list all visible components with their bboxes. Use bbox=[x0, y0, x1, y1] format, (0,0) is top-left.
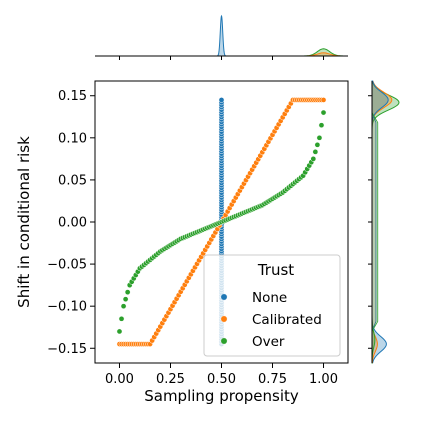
y-tick-label: −0.05 bbox=[47, 258, 87, 273]
point-none bbox=[218, 97, 225, 103]
x-tick-label: 0.75 bbox=[258, 372, 287, 387]
marginal-y-density bbox=[371, 80, 400, 364]
y-axis-ticks: −0.15 −0.10 −0.05 0.00 0.05 0.10 0.15 bbox=[47, 89, 95, 357]
y-tick-label: 0.05 bbox=[58, 173, 87, 188]
y-tick-label: −0.10 bbox=[47, 300, 87, 315]
legend-label-none: None bbox=[252, 290, 287, 306]
point-over bbox=[312, 149, 319, 155]
point-over bbox=[316, 134, 323, 141]
x-tick-label: 0.25 bbox=[156, 372, 185, 387]
point-over bbox=[116, 328, 123, 335]
x-tick-label: 0.00 bbox=[105, 372, 134, 387]
point-over bbox=[320, 109, 327, 116]
legend-title: Trust bbox=[257, 261, 294, 279]
point-over bbox=[314, 141, 321, 148]
point-over bbox=[120, 303, 127, 310]
y-tick-label: 0.10 bbox=[58, 131, 87, 146]
x-axis-ticks: 0.00 0.25 0.50 0.75 1.00 bbox=[105, 363, 338, 387]
marginal-x-ticks bbox=[118, 56, 325, 60]
point-calibrated bbox=[320, 97, 327, 103]
legend-box bbox=[203, 254, 341, 357]
point-over bbox=[118, 315, 125, 322]
x-tick-label: 0.50 bbox=[207, 372, 236, 387]
marginal-y-kde-body-over bbox=[371, 111, 379, 333]
legend-label-calibrated: Calibrated bbox=[252, 312, 322, 328]
y-tick-label: 0.15 bbox=[58, 89, 87, 104]
x-axis-label: Sampling propensity bbox=[144, 387, 299, 405]
point-over bbox=[124, 289, 131, 295]
legend-marker-over bbox=[220, 337, 228, 345]
point-over bbox=[310, 156, 317, 162]
marginal-x-kde-none bbox=[216, 14, 227, 57]
point-over bbox=[318, 122, 325, 129]
legend-label-over: Over bbox=[252, 334, 285, 350]
legend: Trust None Calibrated Over bbox=[203, 254, 341, 357]
marginal-y-ticks bbox=[368, 95, 372, 349]
legend-marker-calibrated bbox=[220, 315, 228, 323]
y-tick-label: −0.15 bbox=[47, 342, 87, 357]
x-tick-label: 1.00 bbox=[309, 372, 338, 387]
marginal-x-density bbox=[216, 14, 348, 57]
legend-marker-none bbox=[220, 293, 228, 301]
point-over bbox=[122, 296, 129, 303]
y-tick-label: 0.00 bbox=[58, 216, 87, 231]
y-axis-label: Shift in conditional risk bbox=[15, 136, 33, 308]
